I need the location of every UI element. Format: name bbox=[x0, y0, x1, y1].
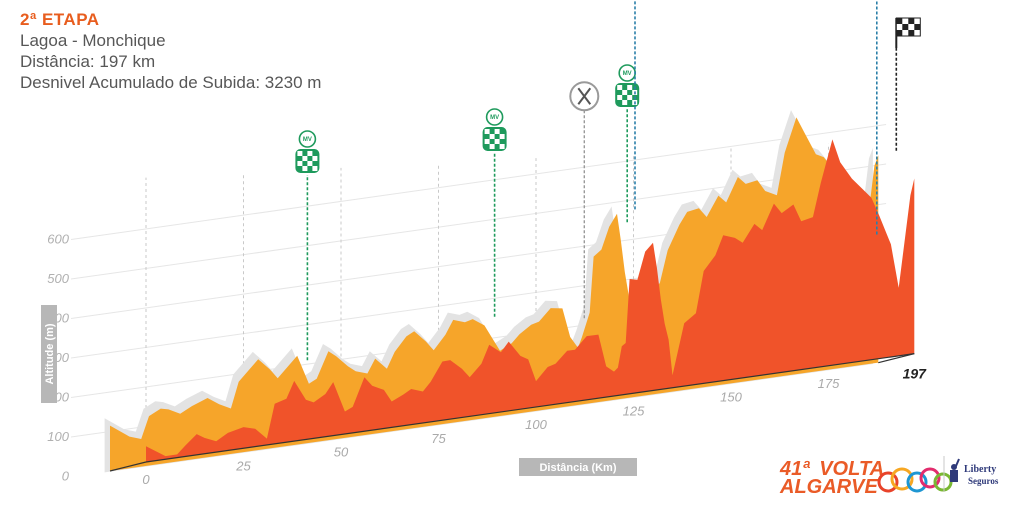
route-name: Lagoa - Monchique bbox=[20, 31, 166, 50]
finish-flag-icon bbox=[895, 17, 921, 48]
x-axis-line bbox=[145, 353, 915, 463]
checkered-flag-icon bbox=[295, 149, 320, 173]
x-tick-label: 25 bbox=[235, 458, 251, 473]
y-tick-label: 0 bbox=[62, 469, 70, 484]
marker-climb: PM3ª bbox=[875, 0, 878, 235]
marker-mountain-sprint: MV bbox=[295, 130, 320, 361]
x-tick-label: 75 bbox=[431, 431, 446, 446]
y-axis-label: Altitude (m) bbox=[44, 323, 56, 384]
marker-mountain-sprint: MV bbox=[482, 108, 507, 317]
marker-finish bbox=[895, 17, 921, 151]
x-tick-label: 150 bbox=[720, 390, 742, 405]
x-tick-label: 125 bbox=[623, 403, 645, 418]
profile-layer bbox=[104, 110, 915, 473]
sprint-label: MV bbox=[623, 71, 632, 77]
sponsor-subname: Seguros bbox=[968, 476, 999, 486]
cyclists-logo-icon bbox=[877, 467, 953, 493]
sponsor-logo: Liberty Seguros bbox=[943, 456, 999, 492]
sprint-label: MV bbox=[490, 115, 499, 121]
finish-distance-label: 197 bbox=[903, 366, 928, 382]
marker-mountain-sprint: MV bbox=[615, 64, 640, 223]
marker-feed-zone bbox=[569, 81, 600, 319]
profile-front-face bbox=[146, 139, 915, 462]
x-tick-label: 0 bbox=[142, 472, 150, 487]
marker-climb: PM3ª bbox=[634, 0, 636, 210]
x-tick-label: 50 bbox=[334, 445, 349, 460]
route-markers: MVMVMVPM3ªPM3ª bbox=[295, 0, 921, 361]
x-tick-label: 100 bbox=[525, 417, 547, 432]
y-axis-title: Altitude (m) bbox=[41, 305, 57, 403]
y-tick-label: 600 bbox=[47, 232, 69, 247]
stage-distance: Distância: 197 km bbox=[20, 52, 156, 71]
statue-of-liberty-icon bbox=[950, 458, 960, 482]
stage-header: 2ª ETAPA Lagoa - Monchique Distância: 19… bbox=[20, 10, 321, 93]
sprint-label: MV bbox=[303, 137, 312, 143]
x-axis-label: Distância (Km) bbox=[539, 462, 616, 474]
sprint-badge bbox=[485, 108, 504, 126]
y-tick-label: 500 bbox=[47, 271, 69, 286]
x-tick-labels: 0 25 50 75 100 125 150 175 197 bbox=[142, 366, 927, 487]
event-logo: 41ª VOLTA ALGARVE bbox=[779, 458, 953, 498]
checkered-flag-icon bbox=[482, 127, 507, 151]
event-name-line1: VOLTA bbox=[819, 458, 884, 480]
x-axis-end-edge bbox=[878, 353, 915, 364]
x-tick-label: 175 bbox=[818, 376, 840, 391]
elevation-gain: Desnivel Acumulado de Subida: 3230 m bbox=[20, 73, 322, 92]
stage-number: 2ª ETAPA bbox=[20, 10, 100, 29]
event-name-line2: ALGARVE bbox=[779, 476, 878, 498]
svg-text:41ª VOLTA: 41ª VOLTA bbox=[779, 458, 884, 480]
x-axis-start-edge bbox=[109, 461, 147, 472]
sponsor-name: Liberty bbox=[964, 464, 996, 475]
fork-knife-icon bbox=[569, 81, 600, 112]
sprint-badge bbox=[298, 130, 317, 148]
edition-number: 41ª bbox=[779, 458, 810, 480]
x-axis-title: Distância (Km) bbox=[519, 458, 637, 476]
y-gridline bbox=[70, 124, 887, 240]
y-tick-label: 100 bbox=[47, 429, 69, 444]
